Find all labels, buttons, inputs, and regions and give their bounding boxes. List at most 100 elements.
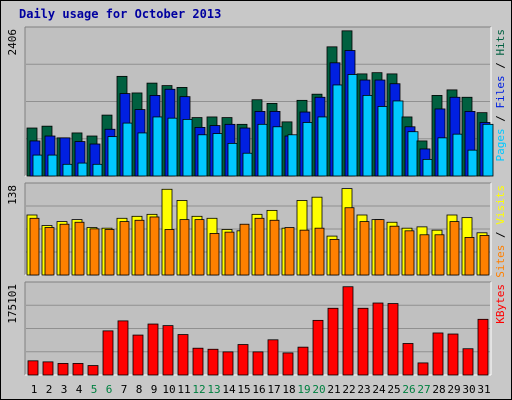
middle-bar-sites [179, 219, 190, 276]
x-tick-label: 29 [447, 383, 460, 396]
top-bar-pages [317, 116, 329, 177]
bottom-bar-kbytes [162, 325, 174, 376]
top-bar-pages [197, 134, 209, 177]
top-legend-entry: Files [494, 75, 507, 108]
top-bar-pages [287, 134, 299, 177]
middle-bar-sites [209, 233, 220, 276]
middle-bar-sites [314, 227, 325, 276]
middle-bar-sites [479, 235, 490, 276]
middle-bar-sites [389, 225, 400, 276]
middle-bar-sites [164, 229, 175, 276]
bottom-bar-kbytes [297, 346, 309, 376]
top-max-label: 2406 [6, 29, 19, 56]
bottom-bar-kbytes [327, 307, 339, 376]
middle-legend: Sites / Visits [494, 185, 507, 278]
middle-bar-sites [419, 234, 430, 276]
x-tick-label: 12 [192, 383, 205, 396]
top-bar-pages [137, 132, 149, 177]
x-tick-label: 25 [387, 383, 400, 396]
x-tick-label: 10 [162, 383, 175, 396]
x-tick-label: 20 [312, 383, 325, 396]
middle-bar-sites [224, 231, 235, 276]
top-bar-pages [77, 162, 89, 177]
middle-bar-sites [119, 221, 130, 276]
top-bar-pages [107, 136, 119, 177]
x-tick-label: 5 [91, 383, 98, 396]
bottom-bar-kbytes [387, 303, 399, 376]
x-tick-label: 24 [372, 383, 386, 396]
middle-legend-entry: Visits [494, 185, 507, 225]
middle-legend-entry: / [494, 225, 507, 245]
middle-bar-sites [239, 223, 250, 276]
bottom-bar-kbytes [117, 320, 129, 376]
x-tick-label: 4 [76, 383, 83, 396]
middle-bar-sites [464, 237, 475, 276]
x-tick-label: 23 [357, 383, 370, 396]
top-bar-pages [32, 154, 44, 177]
bottom-bar-kbytes [357, 307, 369, 376]
x-tick-label: 6 [106, 383, 113, 396]
x-tick-label: 7 [121, 383, 128, 396]
x-tick-label: 16 [252, 383, 265, 396]
middle-bar-sites [449, 221, 460, 276]
top-bar-pages [362, 95, 374, 177]
top-bar-pages [422, 158, 434, 177]
bottom-max-label: 175101 [6, 284, 19, 324]
top-legend-entry: Pages [494, 128, 507, 161]
top-bar-pages [302, 122, 314, 177]
bottom-bar-kbytes [447, 333, 459, 376]
bottom-bar-kbytes [402, 343, 414, 376]
bottom-bar-kbytes [222, 351, 234, 376]
x-tick-label: 22 [342, 383, 355, 396]
x-tick-label: 13 [207, 383, 220, 396]
x-tick-label: 31 [477, 383, 490, 396]
top-bar-pages [437, 137, 449, 177]
bottom-bar-kbytes [432, 332, 444, 376]
x-tick-label: 11 [177, 383, 190, 396]
bottom-bar-kbytes [312, 319, 324, 376]
x-tick-label: 9 [151, 383, 158, 396]
middle-bar-sites [149, 216, 160, 276]
middle-bar-sites [284, 227, 295, 276]
bottom-bar-kbytes [417, 362, 429, 376]
bottom-bar-kbytes [42, 361, 54, 376]
top-bar-pages [242, 152, 254, 177]
x-tick-label: 28 [432, 383, 445, 396]
bottom-bar-kbytes [147, 323, 159, 376]
middle-legend-entry: Sites [494, 245, 507, 278]
bottom-bar-kbytes [177, 334, 189, 376]
middle-bar-sites [29, 217, 40, 276]
x-tick-label: 8 [136, 383, 143, 396]
top-legend: Pages / Files / Hits [494, 29, 507, 162]
middle-bar-sites [74, 221, 85, 276]
middle-bar-sites [254, 217, 265, 276]
top-bar-pages [257, 123, 269, 177]
top-bar-pages [407, 131, 419, 177]
bottom-bar-kbytes [207, 348, 219, 376]
middle-max-label: 138 [6, 185, 19, 205]
x-tick-label: 30 [462, 383, 475, 396]
middle-bar-sites [344, 207, 355, 276]
top-bar-pages [272, 126, 284, 177]
middle-bar-sites [299, 229, 310, 276]
bottom-bar-kbytes [87, 365, 99, 376]
top-bar-pages [47, 154, 59, 177]
bottom-bar-kbytes [477, 318, 489, 376]
bottom-bar-kbytes [282, 352, 294, 376]
middle-bar-sites [89, 228, 100, 276]
x-tick-label: 15 [237, 383, 250, 396]
x-tick-label: 3 [61, 383, 68, 396]
bottom-bar-kbytes [252, 351, 264, 376]
x-tick-label: 14 [222, 383, 236, 396]
top-bar-pages [377, 106, 389, 177]
top-bar-pages [212, 133, 224, 177]
bottom-legend: KBytes [494, 284, 507, 324]
bottom-bar-kbytes [27, 360, 39, 376]
bottom-bar-kbytes [372, 302, 384, 376]
bottom-bar-kbytes [102, 330, 114, 376]
x-tick-label: 27 [417, 383, 430, 396]
top-bar-pages [332, 84, 344, 177]
middle-bar-sites [134, 219, 145, 276]
bottom-bar-kbytes [267, 339, 279, 376]
